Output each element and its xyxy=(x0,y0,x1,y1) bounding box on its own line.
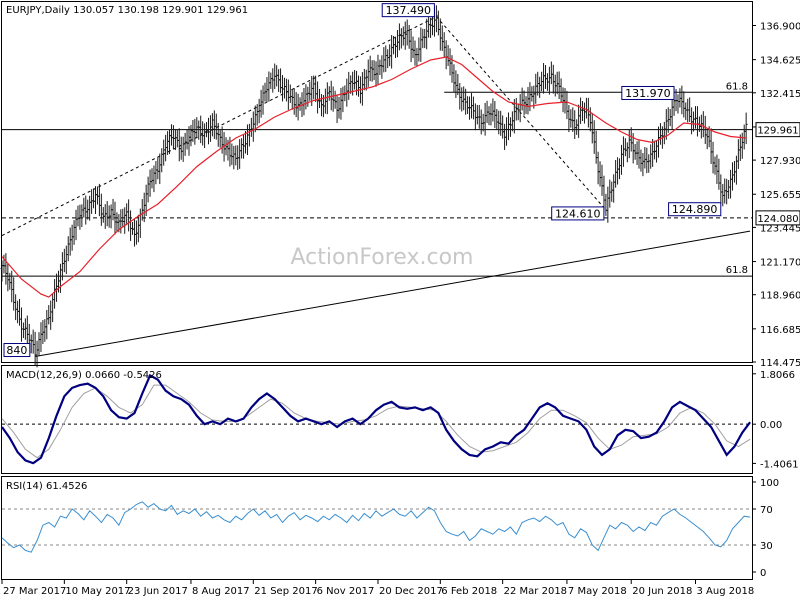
price-title: EURJPY,Daily 130.057 130.198 129.901 129… xyxy=(6,5,248,16)
x-tick-label-7: 6 Feb 2018 xyxy=(441,586,497,597)
annotation-box-0 xyxy=(381,3,435,18)
current-price-label: 129.961 xyxy=(757,126,798,137)
annotation-label-3: 124.890 xyxy=(672,203,718,216)
x-tick-label-10: 20 Jun 2018 xyxy=(632,586,692,597)
price-tick-label-10: 114.475 xyxy=(760,358,800,369)
annotation-box-4 xyxy=(3,343,31,358)
annotation-box-2 xyxy=(551,206,605,221)
annotation-box-1 xyxy=(621,85,675,100)
price-tick-label-0: 136.900 xyxy=(760,22,800,33)
macd-panel xyxy=(1,365,753,474)
x-tick-label-6: 20 Dec 2017 xyxy=(379,586,443,597)
price-tick-label-4: 127.930 xyxy=(760,156,800,167)
moving-average-line xyxy=(1,56,747,298)
annotation-label-0: 137.490 xyxy=(386,4,432,17)
price-tick-label-8: 118.960 xyxy=(760,291,800,302)
price-tick-label-7: 121.170 xyxy=(760,258,800,269)
x-tick-label-9: 7 May 2018 xyxy=(568,586,627,597)
price-panel xyxy=(1,1,753,363)
x-tick-label-8: 22 Mar 2018 xyxy=(504,586,567,597)
macd-signal-line xyxy=(1,384,751,459)
fib-label-3: 61.8 xyxy=(726,265,748,276)
rsi-line xyxy=(1,501,751,553)
annotation-box-3 xyxy=(668,202,722,217)
macd-tick-label-1: 0.00 xyxy=(760,420,782,431)
rsi-title: RSI(14) 61.4526 xyxy=(6,481,87,492)
annotation-label-2: 124.610 xyxy=(555,207,601,220)
watermark: ActionForex.com xyxy=(291,245,474,270)
macd-line xyxy=(1,373,751,465)
x-tick-label-3: 8 Aug 2017 xyxy=(192,586,250,597)
rsi-tick-label-3: 0 xyxy=(760,568,766,579)
x-tick-label-0: 27 Mar 2017 xyxy=(3,586,66,597)
price-tick-label-2: 132.415 xyxy=(760,89,800,100)
price-tick-label-6: 123.445 xyxy=(760,223,800,234)
x-tick-label-2: 23 Jun 2017 xyxy=(128,586,188,597)
annotation-label-4: 840 xyxy=(6,344,27,357)
ohlc-bars xyxy=(0,5,748,368)
macd-tick-label-2: -1.4061 xyxy=(760,459,799,470)
trendline-2 xyxy=(35,230,751,358)
rsi-panel xyxy=(1,476,753,580)
annotation-label-1: 131.970 xyxy=(625,87,671,100)
x-tick-label-5: 6 Nov 2017 xyxy=(317,586,375,597)
rsi-tick-label-0: 100 xyxy=(760,478,779,489)
price-tick-label-5: 125.655 xyxy=(760,190,800,201)
price-tick-label-1: 134.625 xyxy=(760,56,800,67)
x-tick-label-11: 3 Aug 2018 xyxy=(697,586,755,597)
rsi-tick-label-1: 70 xyxy=(760,505,773,516)
price-tick-label-9: 116.685 xyxy=(760,325,800,336)
current-price-box xyxy=(755,122,800,138)
macd-tick-label-0: 1.8066 xyxy=(760,370,795,381)
fib-label-2: 61.8 xyxy=(726,81,748,92)
level-price-label: 124.080 xyxy=(757,214,798,225)
x-tick-label-4: 21 Sep 2017 xyxy=(254,586,317,597)
trendline-1 xyxy=(436,16,607,211)
level-price-box xyxy=(755,210,800,226)
x-tick-label-1: 10 May 2017 xyxy=(65,586,130,597)
rsi-tick-label-2: 30 xyxy=(760,541,773,552)
macd-title: MACD(12,26,9) 0.0660 -0.5426 xyxy=(6,370,162,381)
